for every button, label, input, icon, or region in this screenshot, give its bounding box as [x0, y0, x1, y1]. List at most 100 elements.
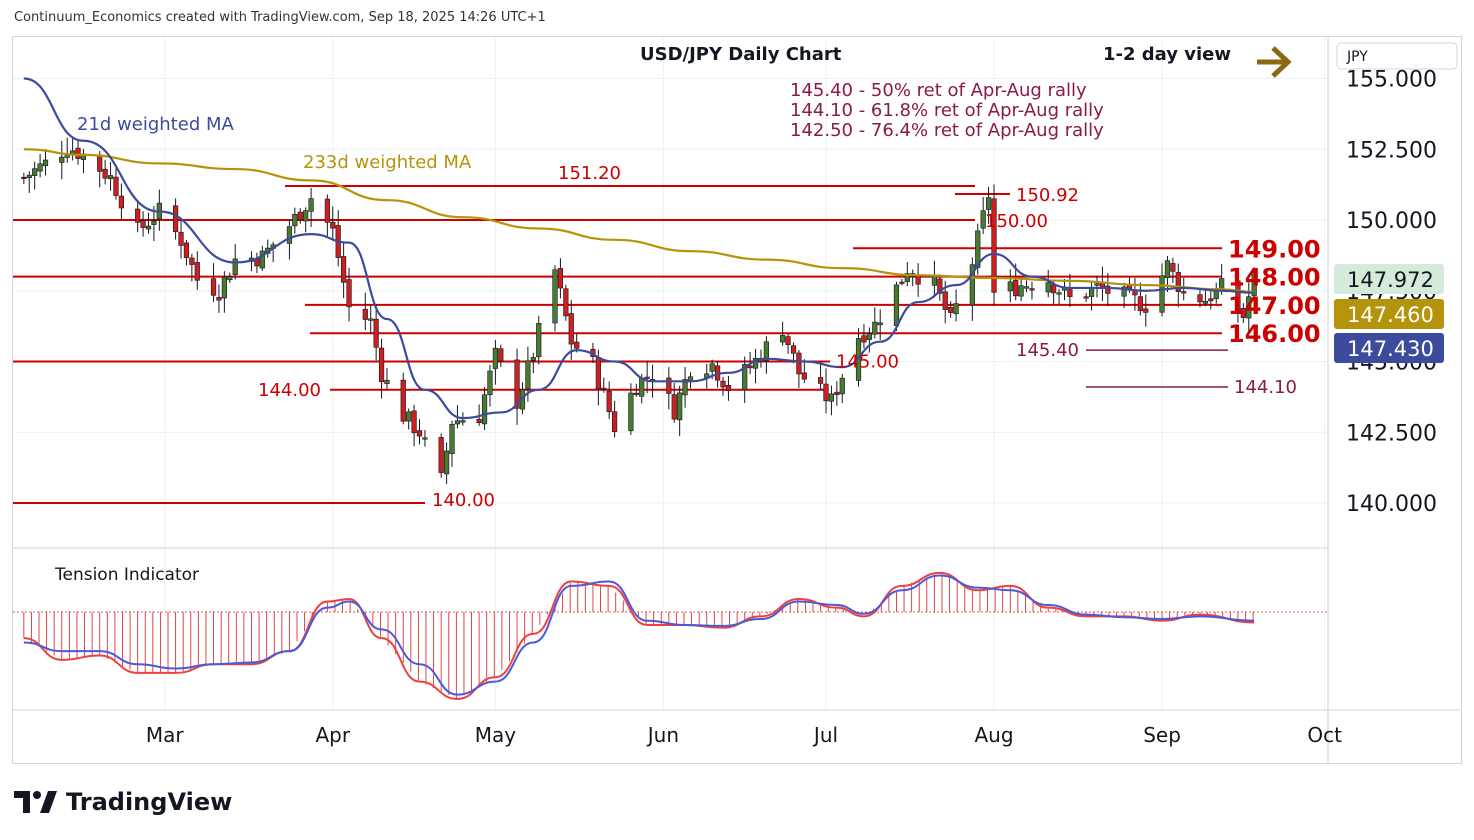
candle-body [639, 377, 645, 397]
candle-body [416, 430, 423, 437]
retracement-2: 144.10 - 61.8% ret of Apr-Aug rally [790, 100, 1104, 121]
candle-body [368, 318, 374, 321]
candle-body [937, 278, 943, 294]
candle-body [763, 341, 769, 361]
candle-body [671, 394, 677, 420]
price-tag-last-text: 147.972 [1347, 268, 1434, 292]
candle-body [568, 313, 574, 345]
candle-body [866, 333, 872, 340]
candle-body [514, 359, 520, 409]
candle-body [975, 230, 981, 268]
candle-body [411, 410, 417, 434]
candle-body [1023, 286, 1030, 289]
candle-body [449, 423, 455, 454]
candle-body [530, 357, 536, 361]
candle-body [487, 370, 493, 396]
level-label-150-00: 150.00 [985, 211, 1048, 232]
candle-body [725, 385, 732, 391]
candle-body [633, 392, 639, 395]
candle-body [1175, 272, 1181, 292]
grid [13, 37, 1460, 764]
candle-body [942, 291, 948, 310]
candle-body [42, 159, 49, 167]
candle-body [1143, 308, 1149, 313]
candle-body [178, 231, 184, 246]
candle-body [1164, 260, 1171, 278]
candle-body [1056, 292, 1062, 295]
candle-body [102, 168, 108, 179]
candle-body [1235, 280, 1241, 312]
candle-body [953, 303, 959, 315]
price-tag-ma21-text: 147.430 [1347, 337, 1434, 361]
candle-body [308, 198, 314, 212]
candle-body [780, 335, 786, 343]
candle-body [1137, 296, 1143, 312]
candle-body [194, 262, 200, 281]
candle-body [135, 208, 141, 223]
level-label-140-00: 140.00 [432, 490, 495, 511]
ma233-line [23, 148, 1255, 293]
x-tick-label: Aug [974, 723, 1013, 747]
x-tick-label: Mar [146, 723, 185, 747]
level-label-146-00: 146.00 [1228, 320, 1321, 348]
candle-body [438, 437, 444, 473]
candle-body [1208, 298, 1214, 302]
chart-title: USD/JPY Daily Chart [640, 44, 842, 65]
x-axis: Mar Apr May Jun Jul Aug Sep Oct [146, 723, 1342, 747]
x-tick-label: Jun [646, 723, 679, 747]
tradingview-logo[interactable]: TradingView [14, 788, 232, 816]
candle-body [346, 279, 352, 308]
candle-body [969, 264, 975, 306]
candle-body [454, 420, 461, 425]
candle-body [140, 220, 146, 228]
retracement-3: 142.50 - 76.4% ret of Apr-Aug rally [790, 120, 1104, 141]
candle-body [286, 226, 293, 244]
candle-body [606, 390, 612, 413]
candle-body [492, 347, 498, 369]
candle-body [796, 352, 802, 375]
candle-body [373, 318, 379, 348]
y-tick-label: 155.000 [1346, 68, 1437, 93]
chart-header: Continuum_Economics created with Trading… [14, 10, 546, 25]
currency-box[interactable] [1336, 42, 1458, 70]
candle-body [628, 392, 634, 432]
candle-body [443, 450, 450, 475]
level-label-148-00: 148.00 [1228, 264, 1321, 292]
candle-body [1018, 285, 1024, 297]
candle-body [985, 197, 992, 210]
candle-body [666, 377, 672, 394]
price-tag-ma233-text: 147.460 [1347, 303, 1434, 327]
candle-body [70, 150, 76, 154]
candle-body [823, 383, 829, 402]
level-label-144-00: 144.00 [258, 380, 321, 401]
candle-body [752, 357, 759, 369]
candle-body [26, 174, 32, 179]
candle-body [330, 221, 336, 229]
candle-body [742, 364, 748, 391]
candle-body [384, 379, 390, 384]
candle-body [557, 268, 564, 289]
candle-body [839, 377, 845, 395]
price-tag-last [1334, 264, 1444, 294]
level-label-144-10: 144.10 [1234, 377, 1297, 398]
level-label-149-00: 149.00 [1228, 235, 1321, 263]
candle-body [948, 306, 954, 313]
candle-body [341, 256, 347, 283]
candle-body [145, 225, 152, 230]
candle-body [1246, 296, 1252, 319]
candle-body [151, 220, 157, 225]
candle-body [97, 154, 103, 172]
candle-body [834, 391, 840, 395]
level-label-145-00: 145.00 [836, 352, 899, 373]
x-tick-label: Jul [812, 723, 838, 747]
candle-body [400, 379, 406, 422]
candle-body [536, 323, 542, 358]
level-label-151-20: 151.20 [558, 163, 621, 184]
candle-body [828, 393, 835, 402]
candle-body [406, 411, 412, 422]
candle-body [1197, 294, 1203, 303]
candle-body [481, 394, 488, 425]
candle-body [861, 335, 867, 343]
chart-frame [12, 36, 1462, 764]
